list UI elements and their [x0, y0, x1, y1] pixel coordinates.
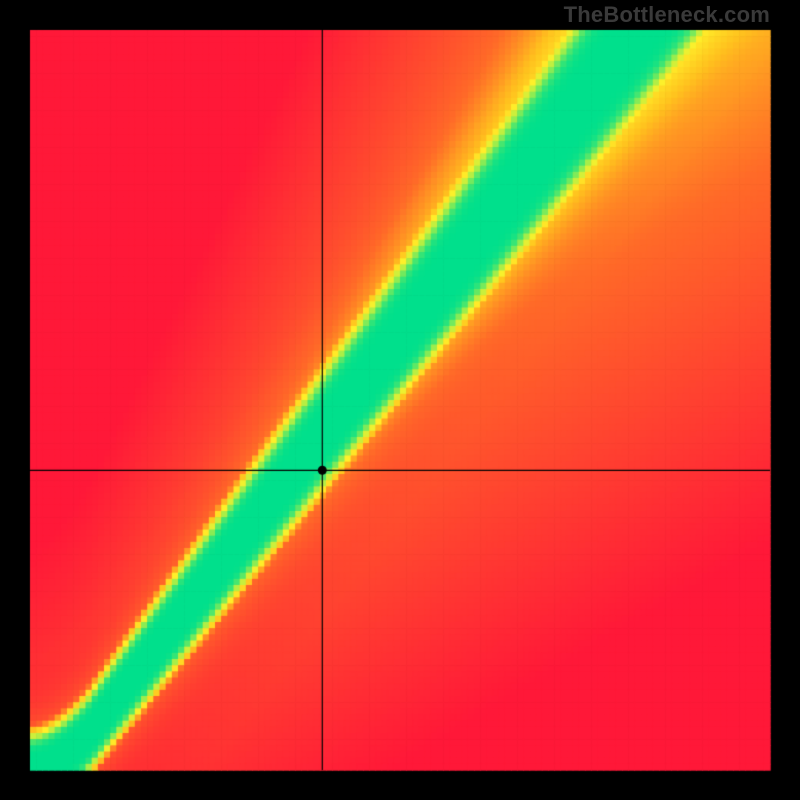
bottleneck-heatmap: [0, 0, 800, 800]
watermark-text: TheBottleneck.com: [564, 2, 770, 28]
